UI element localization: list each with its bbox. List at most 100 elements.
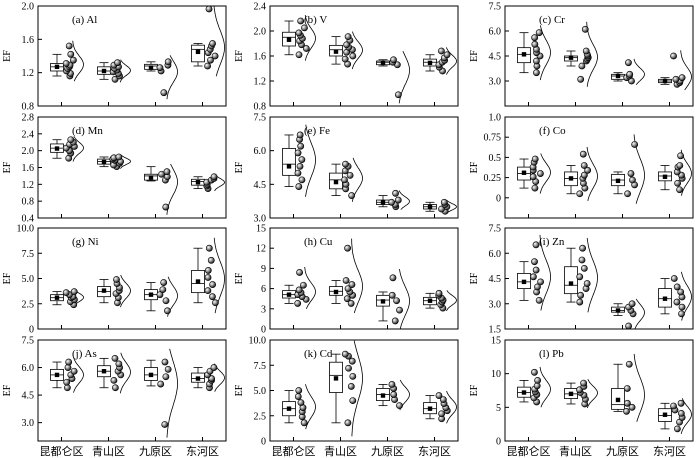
mean-marker [615, 308, 621, 313]
data-point [63, 384, 71, 392]
distribution-curve [446, 200, 457, 214]
y-axis-label: EF [234, 50, 245, 62]
data-point [625, 322, 632, 330]
series-1 [282, 15, 316, 61]
data-point [347, 383, 355, 390]
data-point [627, 170, 635, 177]
data-point [676, 186, 684, 194]
mean-marker [333, 376, 339, 381]
distribution-curve [214, 363, 225, 392]
distribution-curve [398, 190, 410, 210]
distribution-curve [634, 298, 645, 330]
data-point [111, 75, 119, 83]
distribution-curve [446, 290, 457, 312]
data-point [390, 391, 398, 398]
y-tick-label: 2.5 [254, 411, 267, 422]
data-point [576, 298, 584, 306]
series-2 [97, 274, 131, 308]
distribution-curve [399, 269, 410, 330]
data-point [160, 89, 168, 97]
series-4 [191, 173, 225, 192]
y-tick-label: 3.0 [489, 299, 502, 310]
data-point [115, 360, 123, 368]
data-point [531, 184, 539, 192]
data-point [396, 306, 403, 314]
data-point [628, 300, 636, 308]
data-point [67, 50, 75, 58]
data-point [110, 376, 118, 384]
plot-frame [504, 5, 694, 107]
y-tick-label: 0 [29, 325, 34, 336]
mean-marker [333, 289, 339, 295]
y-tick-label: 1.6 [22, 35, 35, 46]
data-point [67, 136, 75, 144]
data-point [297, 399, 305, 407]
data-point [204, 274, 212, 281]
data-point [344, 33, 352, 41]
x-category-label: 青山区 [559, 445, 592, 458]
box [282, 148, 296, 176]
series-2 [97, 59, 131, 83]
y-tick-label: 4.5 [254, 180, 267, 191]
y-axis-label: EF [234, 384, 245, 396]
panel-title: (d) Mn [72, 125, 103, 137]
series-2 [564, 237, 598, 313]
data-point [164, 365, 172, 373]
mean-marker [333, 179, 339, 185]
data-point [70, 367, 78, 375]
mean-marker [54, 295, 60, 300]
y-tick-label: 0.4 [22, 214, 35, 225]
y-tick-label: 1.5 [489, 325, 502, 336]
y-axis-label: EF [2, 161, 13, 173]
distribution-curve [633, 353, 645, 422]
data-point [295, 286, 303, 294]
panel-10: 3.0 4.5 6.0 7.5 EF (j) As 昆都仑区 青山区 九原区 东河区 [2, 336, 227, 458]
distribution-curve [72, 136, 84, 162]
data-point [623, 407, 630, 415]
distribution-curve [539, 234, 551, 311]
distribution-curve [633, 58, 645, 85]
data-point [535, 29, 543, 37]
series-4 [658, 50, 692, 91]
distribution-curve [119, 59, 131, 83]
y-tick-label: 7.5 [254, 361, 267, 372]
plot-frame [37, 339, 227, 442]
plot-frame [37, 116, 227, 219]
mean-marker [380, 299, 386, 304]
data-point [162, 297, 170, 305]
mean-marker [54, 372, 60, 378]
data-point [162, 203, 170, 211]
data-point [535, 296, 543, 304]
series-3 [611, 298, 645, 330]
y-tick-label: 6 [261, 284, 266, 295]
y-tick-label: 0 [496, 193, 501, 204]
mean-marker [662, 412, 668, 417]
mean-marker [380, 393, 386, 398]
data-point [674, 179, 682, 187]
data-point [677, 399, 685, 407]
distribution-curve [213, 5, 225, 77]
data-point [576, 273, 584, 281]
data-point [164, 307, 171, 315]
mean-marker [286, 292, 292, 297]
mean-marker [521, 390, 527, 395]
data-point [347, 300, 355, 307]
data-point [580, 264, 588, 272]
y-tick-label: 6.0 [489, 27, 502, 38]
series-3 [376, 269, 410, 330]
series-4 [423, 198, 457, 215]
data-point [677, 288, 685, 296]
data-point [348, 281, 356, 288]
series-2 [329, 340, 363, 437]
data-point [624, 190, 631, 198]
data-point [580, 171, 588, 179]
data-point [207, 56, 214, 64]
series-3 [144, 348, 178, 438]
panel-title: (g) Ni [72, 236, 99, 248]
distribution-curve [304, 266, 316, 309]
plot-frame [504, 116, 694, 219]
series-4 [658, 149, 692, 196]
data-point [533, 69, 540, 77]
distribution-curve [586, 146, 598, 201]
panel-title: (c) Cr [539, 14, 565, 26]
